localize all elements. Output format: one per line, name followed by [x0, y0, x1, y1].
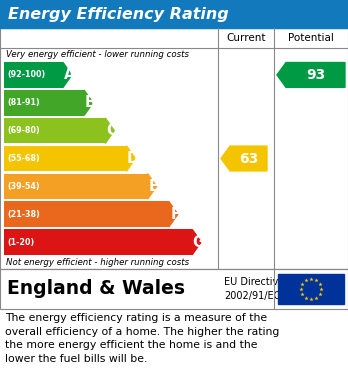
Polygon shape — [84, 90, 93, 115]
Bar — [0, 0, 348, 28]
Bar — [4, 146, 126, 171]
Text: (1-20): (1-20) — [7, 238, 34, 247]
Text: A: A — [63, 67, 75, 83]
Polygon shape — [221, 146, 267, 171]
Text: The energy efficiency rating is a measure of the
overall efficiency of a home. T: The energy efficiency rating is a measur… — [5, 313, 279, 364]
Bar — [4, 118, 105, 143]
Text: 2002/91/EC: 2002/91/EC — [224, 291, 280, 301]
Polygon shape — [63, 62, 72, 88]
Text: Energy Efficiency Rating: Energy Efficiency Rating — [8, 7, 229, 22]
Polygon shape — [148, 174, 157, 199]
Text: F: F — [170, 207, 180, 222]
Text: E: E — [149, 179, 159, 194]
Text: C: C — [106, 123, 117, 138]
Text: 93: 93 — [306, 68, 325, 82]
Bar — [4, 174, 148, 199]
Text: D: D — [127, 151, 139, 166]
Text: (39-54): (39-54) — [7, 182, 40, 191]
Text: (92-100): (92-100) — [7, 70, 45, 79]
Text: (69-80): (69-80) — [7, 126, 40, 135]
Text: (55-68): (55-68) — [7, 154, 40, 163]
Bar — [4, 90, 84, 115]
Text: England & Wales: England & Wales — [7, 280, 185, 298]
Bar — [4, 201, 169, 227]
Text: B: B — [85, 95, 96, 110]
Text: EU Directive: EU Directive — [224, 277, 284, 287]
Text: (81-91): (81-91) — [7, 98, 40, 107]
Polygon shape — [105, 118, 114, 143]
Polygon shape — [192, 230, 201, 255]
Polygon shape — [126, 146, 135, 171]
Polygon shape — [169, 201, 178, 227]
Text: G: G — [192, 235, 205, 249]
Polygon shape — [277, 63, 345, 87]
Bar — [4, 62, 63, 88]
Text: 63: 63 — [239, 151, 258, 165]
Text: (21-38): (21-38) — [7, 210, 40, 219]
Text: Not energy efficient - higher running costs: Not energy efficient - higher running co… — [6, 258, 189, 267]
Bar — [4, 230, 192, 255]
Bar — [0, 269, 348, 309]
Bar — [0, 28, 348, 269]
Text: Very energy efficient - lower running costs: Very energy efficient - lower running co… — [6, 50, 189, 59]
Bar — [278, 274, 344, 304]
Text: Potential: Potential — [288, 33, 334, 43]
Text: Current: Current — [226, 33, 266, 43]
